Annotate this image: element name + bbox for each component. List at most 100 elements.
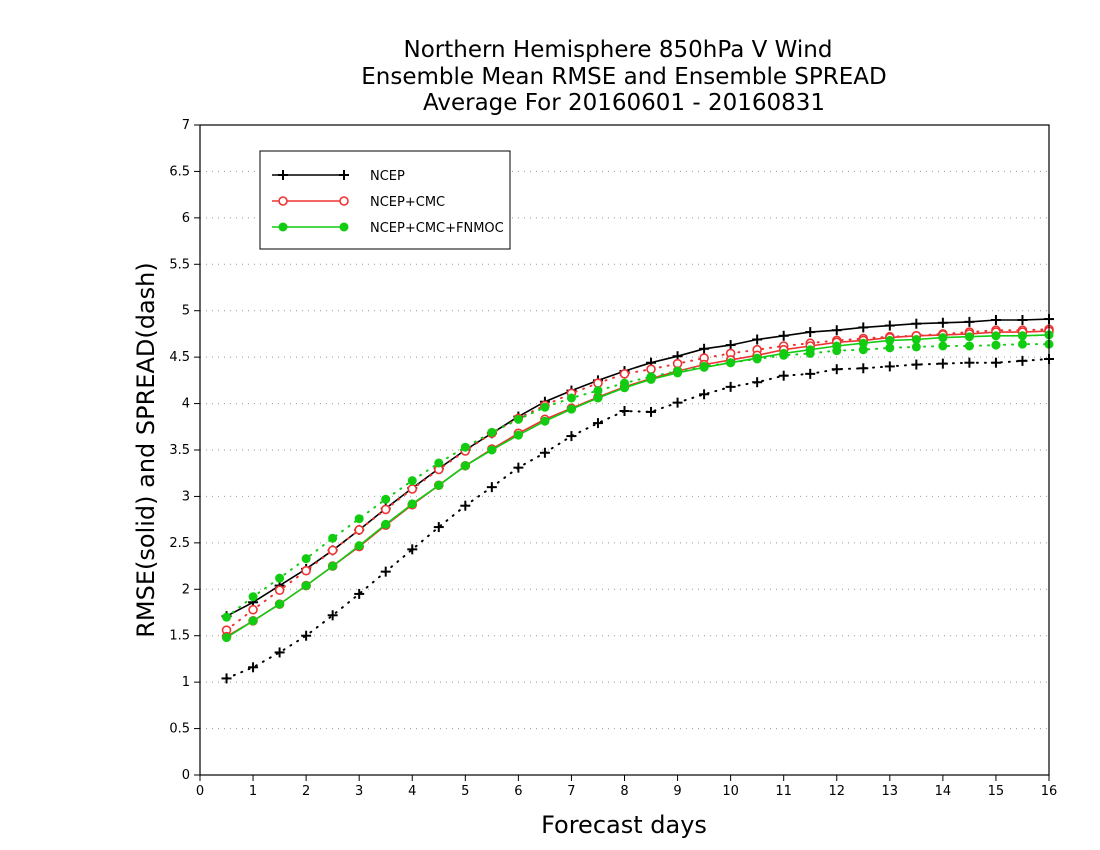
ncep-cmc-spread-point <box>407 484 418 494</box>
ncep-cmc-fnmoc-rmse-point <box>646 374 656 384</box>
ncep-cmc-fnmoc-spread-point <box>964 341 974 351</box>
ncep-cmc-fnmoc-spread-point <box>911 342 921 352</box>
ncep-cmc-fnmoc-rmse-point <box>779 348 789 358</box>
ncep-rmse-point <box>831 325 842 336</box>
ncep-cmc-fnmoc-spread-point <box>434 458 444 468</box>
y-tick-label: 2 <box>182 582 190 597</box>
y-axis-label: RMSE(solid) and SPREAD(dash) <box>132 262 160 638</box>
ncep-spread-point <box>858 363 869 374</box>
ncep-spread-point <box>884 361 895 372</box>
ncep-spread-point <box>327 610 338 621</box>
y-tick-label: 0 <box>182 768 190 783</box>
y-tick-label: 6.5 <box>169 164 190 179</box>
ncep-cmc-spread-point <box>248 604 258 615</box>
x-tick-label: 14 <box>935 784 952 799</box>
ncep-cmc-fnmoc-spread-point <box>301 554 311 564</box>
ncep-cmc-fnmoc-spread-point <box>885 343 895 353</box>
ncep-spread-point <box>911 359 922 370</box>
x-tick-label: 12 <box>828 784 845 799</box>
ncep-cmc-rmse-line <box>226 330 1050 638</box>
legend: NCEP NCEP+CMC NCEP+CMC+FNMOC <box>259 150 511 250</box>
legend-marker <box>278 196 288 206</box>
x-tick-label: 11 <box>775 784 792 799</box>
ncep-cmc-fnmoc-spread-point <box>275 573 285 583</box>
ncep-cmc-fnmoc-spread-point <box>593 386 603 396</box>
ncep-cmc-fnmoc-rmse-point <box>885 335 895 345</box>
ncep-spread-line <box>225 358 1050 680</box>
y-axis-ticks: 0 0.5 1 1.5 2 2.5 3 3.5 4 4.5 5 5.5 6 6.5 7 <box>169 118 200 783</box>
ncep-spread-point <box>539 447 550 458</box>
ncep-cmc-spread-point <box>646 364 656 375</box>
ncep-cmc-fnmoc-spread-point <box>540 402 550 412</box>
ncep-cmc-fnmoc-spread-point <box>858 345 868 355</box>
legend-marker <box>278 222 288 232</box>
ncep-rmse-line <box>226 318 1050 617</box>
legend-item-ncep-cmc: NCEP+CMC <box>272 195 445 210</box>
legend-item-ncep-cmc-fnmoc: NCEP+CMC+FNMOC <box>272 221 504 236</box>
ncep-cmc-spread-point <box>301 565 311 576</box>
series-ncep <box>221 314 1054 684</box>
ncep-rmse-point <box>699 343 710 354</box>
ncep-spread-point <box>221 673 232 684</box>
ncep-spread-point <box>433 522 444 533</box>
ncep-cmc-fnmoc-spread-point <box>513 414 523 424</box>
ncep-cmc-fnmoc-rmse-point <box>938 333 948 343</box>
ncep-rmse-point <box>884 320 895 331</box>
y-tick-label: 3 <box>182 489 190 504</box>
y-tick-label: 3.5 <box>169 443 190 458</box>
y-tick-label: 1 <box>182 675 190 690</box>
ncep-rmse-point <box>752 334 763 345</box>
legend-marker <box>339 170 349 180</box>
ncep-cmc-fnmoc-rmse-point <box>460 461 470 471</box>
ncep-cmc-fnmoc-rmse-point <box>620 383 629 393</box>
ncep-spread-point <box>646 406 657 417</box>
x-tick-label: 7 <box>567 784 575 799</box>
series-ncep-cmc <box>221 324 1054 642</box>
ncep-cmc-spread-point <box>327 545 338 556</box>
legend-marker <box>339 222 349 232</box>
ncep-cmc-fnmoc-rmse-point <box>964 332 974 342</box>
ncep-cmc-fnmoc-spread-line <box>225 343 1050 619</box>
legend-marker <box>278 170 288 180</box>
ncep-spread-point <box>407 544 418 555</box>
ncep-rmse-point <box>858 322 869 333</box>
ncep-spread-point <box>699 389 710 400</box>
ncep-cmc-fnmoc-rmse-point <box>911 335 921 344</box>
ncep-cmc-fnmoc-spread-point <box>381 494 391 504</box>
ncep-rmse-point <box>990 315 1001 325</box>
ncep-cmc-fnmoc-rmse-point <box>301 581 311 591</box>
ncep-rmse-point <box>1017 315 1028 325</box>
x-tick-label: 8 <box>620 784 628 799</box>
ncep-spread-point <box>937 358 948 369</box>
y-tick-label: 5.5 <box>169 257 190 272</box>
ncep-cmc-fnmoc-spread-point <box>248 592 258 602</box>
x-axis-label: Forecast days <box>541 811 707 839</box>
ncep-spread-point <box>301 630 312 641</box>
ncep-cmc-fnmoc-rmse-point <box>1017 331 1027 341</box>
ncep-spread-point <box>460 500 471 511</box>
ncep-spread-point <box>354 588 365 599</box>
legend-label: NCEP+CMC+FNMOC <box>370 221 504 236</box>
x-tick-label: 5 <box>461 784 469 799</box>
ncep-cmc-fnmoc-spread-point <box>566 393 576 403</box>
series-ncep-cmc-fnmoc <box>222 330 1054 643</box>
ncep-cmc-fnmoc-rmse-point <box>487 445 497 455</box>
ncep-spread-point <box>486 482 497 493</box>
x-tick-label: 10 <box>722 784 739 799</box>
legend-item-ncep: NCEP <box>272 169 405 184</box>
y-tick-label: 5 <box>182 304 190 319</box>
ncep-cmc-fnmoc-rmse-point <box>275 599 285 609</box>
title-line-3: Average For 20160601 - 20160831 <box>423 90 825 116</box>
ncep-rmse-point <box>937 317 948 328</box>
ncep-spread-point <box>248 662 259 673</box>
ncep-rmse-point <box>778 330 789 341</box>
ncep-cmc-fnmoc-rmse-point <box>248 616 258 626</box>
ncep-cmc-spread-point <box>274 585 285 596</box>
ncep-spread-point <box>805 368 816 379</box>
ncep-cmc-fnmoc-rmse-point <box>328 561 338 571</box>
ncep-rmse-point <box>964 316 975 327</box>
x-tick-label: 1 <box>249 784 257 799</box>
x-tick-label: 4 <box>408 784 416 799</box>
title-line-1: Northern Hemisphere 850hPa V Wind <box>404 37 833 63</box>
x-tick-label: 9 <box>673 784 681 799</box>
